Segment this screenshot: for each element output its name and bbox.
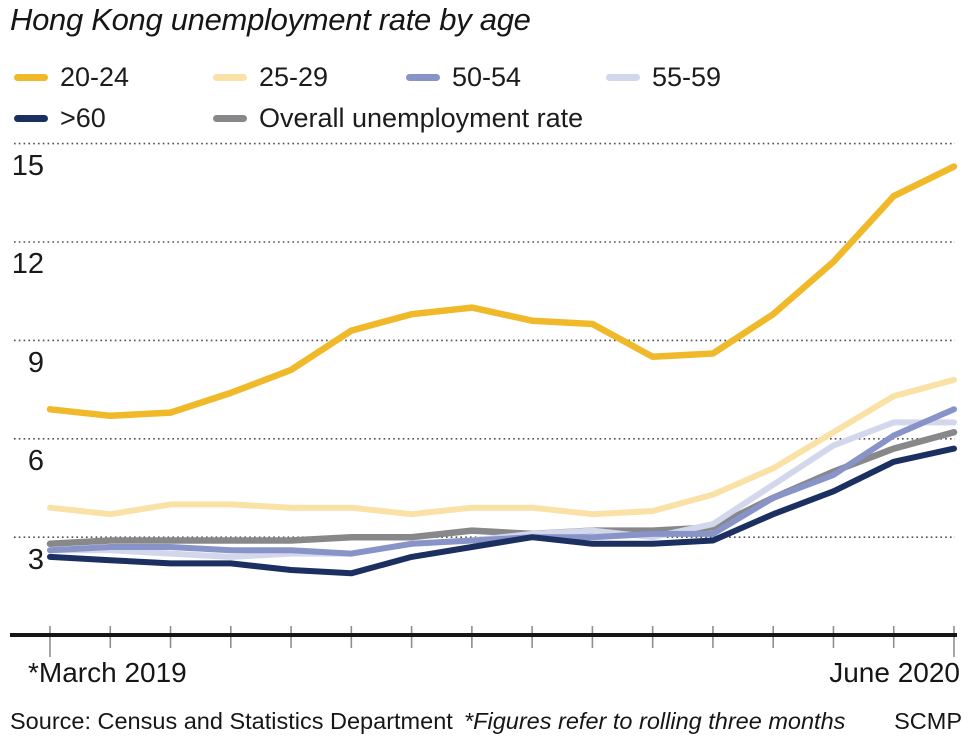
legend-label-55-59: 55-59	[652, 61, 722, 92]
legend-item-over-60: >60	[14, 102, 106, 134]
footnote-text: *Figures refer to rolling three months	[464, 708, 846, 734]
series-line-overall-unemployment-rate	[46, 428, 958, 548]
legend-label-overall: Overall unemployment rate	[259, 102, 584, 133]
legend-label-25-29: 25-29	[259, 61, 329, 92]
x-axis-label-end: June 2020	[829, 657, 960, 688]
legend-swatch-overall	[213, 114, 247, 122]
legend-label-over-60: >60	[60, 102, 106, 133]
series-line-50-54	[47, 406, 957, 557]
legend-item-50-54: 50-54	[406, 61, 521, 93]
series-line--60	[47, 445, 957, 577]
legend-item-55-59: 55-59	[606, 61, 721, 93]
series-line-25-29	[47, 376, 957, 518]
legend-swatch-over-60	[14, 114, 48, 122]
legend-item-20-24: 20-24	[14, 61, 129, 93]
legend-label-20-24: 20-24	[60, 61, 130, 92]
chart-title: Hong Kong unemployment rate by age	[10, 2, 531, 37]
y-axis-label-15: 15	[11, 150, 44, 182]
y-axis-label-6: 6	[27, 445, 44, 477]
legend-swatch-20-24	[14, 73, 48, 81]
legend-swatch-55-59	[606, 73, 640, 81]
source-text: Source: Census and Statistics Department	[10, 708, 453, 734]
legend-item-25-29: 25-29	[213, 61, 328, 93]
series-line-20-24	[46, 163, 958, 420]
legend-swatch-50-54	[406, 73, 440, 81]
legend-swatch-25-29	[213, 73, 247, 81]
legend-item-overall: Overall unemployment rate	[213, 102, 583, 134]
y-axis-label-3: 3	[27, 544, 44, 576]
y-axis-label-12: 12	[11, 248, 44, 280]
x-axis-label-start: *March 2019	[28, 657, 187, 688]
credit-text: SCMP	[894, 708, 962, 734]
legend-label-50-54: 50-54	[452, 61, 522, 92]
y-axis-label-9: 9	[27, 347, 44, 379]
